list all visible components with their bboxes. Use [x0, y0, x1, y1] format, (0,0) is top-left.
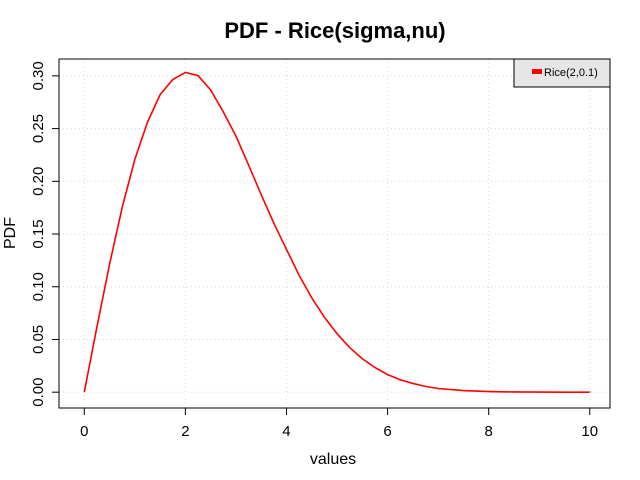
x-tick-label: 4: [282, 423, 290, 440]
x-tick-label: 10: [581, 423, 598, 440]
legend-box: [513, 58, 611, 88]
y-tick-label: 0.25: [30, 114, 47, 143]
y-axis-label: PDF: [2, 217, 19, 249]
y-tick-label: 0.20: [30, 167, 47, 196]
y-tick-label: 0.10: [30, 272, 47, 301]
legend-label: Rice(2,0.1): [544, 67, 598, 79]
legend: Rice(2,0.1): [513, 58, 611, 88]
y-tick-label: 0.30: [30, 61, 47, 90]
y-axis: 0.00 0.05 0.10 0.15 0.20 0.25 0.30: [30, 61, 59, 407]
x-tick-label: 6: [383, 423, 391, 440]
y-tick-label: 0.00: [30, 378, 47, 407]
series-line: [83, 71, 590, 393]
x-axis: 0 2 4 6 8 10: [80, 408, 598, 440]
series-layer: [83, 71, 590, 393]
y-tick-label: 0.15: [30, 219, 47, 248]
grid: [59, 59, 610, 408]
plot-frame: [58, 58, 611, 409]
legend-swatch: [532, 69, 542, 74]
x-tick-label: 8: [485, 423, 493, 440]
x-tick-label: 2: [181, 423, 189, 440]
chart-title: PDF - Rice(sigma,nu): [224, 18, 445, 43]
y-tick-label: 0.05: [30, 325, 47, 354]
x-tick-label: 0: [80, 423, 88, 440]
x-axis-label: values: [310, 451, 356, 468]
